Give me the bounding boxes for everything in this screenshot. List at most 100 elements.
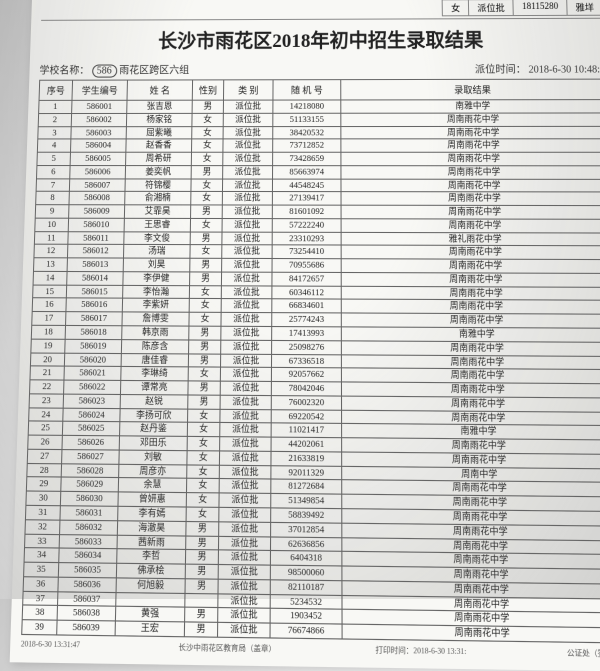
table-cell: 586034 xyxy=(59,548,117,563)
table-cell: 佛承桧 xyxy=(116,563,185,578)
table-cell: 21633819 xyxy=(271,451,342,466)
table-cell: 92011329 xyxy=(271,465,342,480)
table-cell: 男 xyxy=(189,340,221,354)
table-cell: 派位批 xyxy=(223,100,273,113)
time-label: 派位时间： xyxy=(475,65,526,76)
school-name: 雨花区跨区六组 xyxy=(119,65,189,76)
time-value: 2018-6-30 10:48:1 xyxy=(528,64,600,75)
table-cell: 586033 xyxy=(59,534,117,549)
table-cell: 派位批 xyxy=(221,286,272,300)
table-cell: 81272684 xyxy=(271,479,342,494)
table-row: 7586007符锦樱女派位批44548245周南雨花中学 xyxy=(36,178,600,192)
table-cell: 派位批 xyxy=(219,493,271,508)
table-cell: 周南雨花中学 xyxy=(341,313,600,328)
table-cell: 1903452 xyxy=(270,609,342,625)
table-cell: 男 xyxy=(186,535,219,550)
table-cell: 19 xyxy=(31,339,65,353)
col-sex: 性别 xyxy=(192,80,223,100)
table-cell: 周南雨花中学 xyxy=(341,272,600,287)
table-cell: 25 xyxy=(28,421,63,435)
table-cell: 586006 xyxy=(70,165,126,178)
school-code: 586 xyxy=(92,64,117,77)
table-cell: 5 xyxy=(37,152,71,165)
table-cell: 派位批 xyxy=(219,451,271,466)
table-cell: 586025 xyxy=(62,422,119,436)
table-cell: 73254410 xyxy=(272,245,341,259)
table-cell: 586018 xyxy=(65,325,122,339)
table-cell: 男 xyxy=(188,381,220,395)
table-cell: 派位批 xyxy=(222,205,272,218)
table-cell: 派位批 xyxy=(223,113,273,126)
table-cell: 女 xyxy=(189,285,221,299)
table-cell: 33 xyxy=(25,534,60,549)
top-cell: 雅垟 xyxy=(566,0,600,16)
table-cell: 派位批 xyxy=(222,232,272,246)
table-header: 序号 学生编号 姓 名 性别 类 别 随 机 号 录取结果 xyxy=(39,79,600,100)
table-cell: 586031 xyxy=(60,506,118,521)
table-cell: 周南雨花中学 xyxy=(341,245,600,259)
top-fragment-row: 女 派位批 18115280 雅垟 xyxy=(41,0,600,21)
table-cell: 586004 xyxy=(70,139,126,152)
table-cell: 女 xyxy=(188,367,220,381)
table-cell: 刘敏 xyxy=(119,450,187,465)
table-cell: 85663974 xyxy=(273,165,341,178)
table-cell: 刘昊 xyxy=(123,258,190,272)
table-cell: 女 xyxy=(186,507,219,522)
time-block: 派位时间： 2018-6-30 10:48:1 xyxy=(475,60,600,77)
table-cell: 南雅中学 xyxy=(341,327,600,342)
table-cell: 98500060 xyxy=(270,565,342,580)
table-cell: 男 xyxy=(189,326,221,340)
table-cell: 派位批 xyxy=(220,367,271,381)
table-row: 10586010王思睿女派位批57222240周南雨花中学 xyxy=(35,218,600,233)
table-cell: 女 xyxy=(191,152,223,165)
table-cell: 李伊健 xyxy=(123,272,190,286)
col-type: 类 别 xyxy=(223,80,273,100)
table-cell: 586036 xyxy=(58,577,116,592)
table-cell: 586008 xyxy=(69,192,125,205)
table-cell: 586039 xyxy=(57,620,116,635)
table-cell: 66834601 xyxy=(272,299,342,313)
table-cell: 21 xyxy=(30,366,64,380)
table-cell: 派位批 xyxy=(220,409,271,423)
table-cell: 5234532 xyxy=(270,594,342,609)
meta-row: 学校名称： 586 雨花区跨区六组 派位时间： 2018-6-30 10:48:… xyxy=(39,60,600,77)
table-cell: 38420532 xyxy=(273,126,341,139)
table-cell: 曾妍惠 xyxy=(118,492,187,507)
table-cell: 男 xyxy=(191,165,223,178)
col-name: 姓 名 xyxy=(127,80,193,100)
table-cell: 84172657 xyxy=(272,272,341,286)
table-cell: 6404318 xyxy=(270,551,341,566)
table-cell: 派位批 xyxy=(221,299,272,313)
table-cell: 派位批 xyxy=(223,139,273,152)
table-cell: 70955686 xyxy=(272,259,341,273)
table-cell: 周南雨花中学 xyxy=(341,165,600,178)
table-cell: 周南雨花中学 xyxy=(341,205,600,219)
table-cell: 派位批 xyxy=(219,522,271,537)
table-cell: 派位批 xyxy=(218,622,271,637)
footer-row: 2018-6-30 13:31:47 长沙中雨花区教育局（盖章） 打印时间：20… xyxy=(21,639,600,659)
results-table: 序号 学生编号 姓 名 性别 类 别 随 机 号 录取结果 1586001张吉恩… xyxy=(21,79,600,644)
table-cell: 44548245 xyxy=(272,179,341,192)
table-cell: 32 xyxy=(25,519,60,534)
table-cell: 男 xyxy=(184,622,217,637)
table-cell: 7 xyxy=(36,178,70,191)
table-cell: 76002320 xyxy=(271,395,341,409)
table-cell xyxy=(116,592,185,607)
table-cell: 67336518 xyxy=(271,354,341,368)
table-cell: 女 xyxy=(186,493,219,508)
table-cell: 派位批 xyxy=(218,579,270,594)
table-cell: 586026 xyxy=(62,436,120,450)
table-row: 2586002杨家铭女派位批51133155周南雨花中学 xyxy=(38,113,600,127)
table-cell: 586015 xyxy=(66,285,123,299)
table-cell: 13 xyxy=(33,258,67,272)
table-cell: 女 xyxy=(191,179,223,192)
table-cell: 14 xyxy=(33,271,67,285)
table-cell: 符锦樱 xyxy=(125,179,191,192)
table-cell: 586027 xyxy=(62,449,120,464)
table-cell: 81601092 xyxy=(272,205,341,218)
table-cell: 屈紫曦 xyxy=(126,126,192,139)
table-cell: 陈彦含 xyxy=(121,339,188,353)
footer-mid: 长沙中雨花区教育局（盖章） xyxy=(178,642,276,655)
table-cell: 17 xyxy=(32,312,66,326)
table-cell: 586029 xyxy=(61,477,119,492)
